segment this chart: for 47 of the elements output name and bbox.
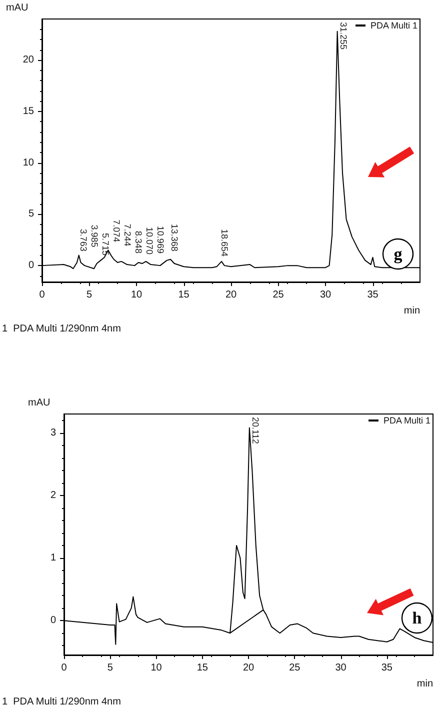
y-tick-label: 1 — [50, 552, 56, 564]
y-tick-label: 3 — [50, 427, 56, 438]
annotation: 7.074 — [112, 220, 122, 242]
y-axis-title: mAU — [6, 2, 28, 14]
annotation: 7.244 — [122, 224, 133, 246]
x-tick-label: 0 — [61, 662, 68, 674]
y-tick-label: 0 — [50, 615, 56, 626]
y-tick-label: 5 — [28, 208, 34, 220]
x-tick-label: 10 — [150, 662, 162, 674]
y-tick-label: 15 — [22, 106, 34, 117]
annotation: 31.255 — [338, 22, 348, 50]
x-tick-label: 15 — [178, 290, 190, 300]
annotation: 8.348 — [134, 230, 144, 254]
x-tick-label: 25 — [272, 290, 284, 300]
annotation: 3.763 — [78, 228, 89, 252]
annotation: 18.654 — [219, 229, 230, 257]
y-tick-label: 20 — [22, 54, 34, 66]
x-axis-title: min — [404, 306, 420, 316]
y-tick-label: 2 — [50, 490, 56, 501]
x-tick-label: 15 — [196, 662, 208, 674]
x-tick-label: 5 — [107, 662, 114, 674]
y-axis-title: mAU — [28, 398, 50, 408]
annotation: 10.070 — [144, 226, 155, 254]
x-tick-label: 20 — [242, 662, 254, 674]
x-tick-label: 25 — [289, 662, 301, 674]
annotation: 20.112 — [250, 417, 261, 444]
annotation: 5.715 — [100, 232, 111, 256]
annotation: 13.368 — [169, 224, 180, 252]
annotation: h — [412, 608, 422, 628]
y-tick-label: 0 — [28, 260, 34, 272]
x-tick-label: 20 — [225, 290, 237, 300]
legend-label: PDA Multi 1 — [383, 416, 431, 426]
x-tick-label: 30 — [320, 290, 332, 300]
y-tick-label: 10 — [22, 157, 34, 168]
annotation: g — [394, 244, 403, 264]
x-tick-label: 30 — [335, 662, 347, 674]
text: 1 PDA Multi 1/290nm 4nm — [2, 696, 121, 708]
annotation: 10.969 — [156, 226, 166, 254]
x-tick-label: 10 — [130, 290, 142, 300]
x-tick-label: 0 — [39, 290, 46, 300]
x-axis-title: min — [416, 678, 434, 690]
text: 1 PDA Multi 1/290nm 4nm — [2, 324, 121, 334]
x-tick-label: 5 — [86, 290, 92, 300]
legend-label: PDA Multi 1 — [370, 20, 418, 30]
x-tick-label: 35 — [367, 290, 379, 300]
x-tick-label: 35 — [381, 662, 393, 674]
annotation: 3.985 — [90, 224, 100, 248]
